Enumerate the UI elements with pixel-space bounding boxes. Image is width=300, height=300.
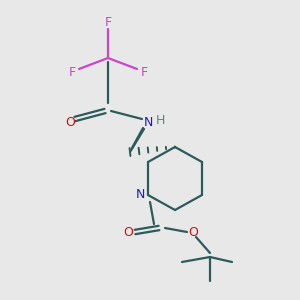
Text: F: F <box>68 65 76 79</box>
Text: O: O <box>65 116 75 128</box>
Text: O: O <box>123 226 133 238</box>
Text: N: N <box>135 188 145 202</box>
Text: F: F <box>140 65 148 79</box>
Text: O: O <box>188 226 198 238</box>
Text: H: H <box>155 113 165 127</box>
Text: N: N <box>143 116 153 128</box>
Text: F: F <box>104 16 112 28</box>
